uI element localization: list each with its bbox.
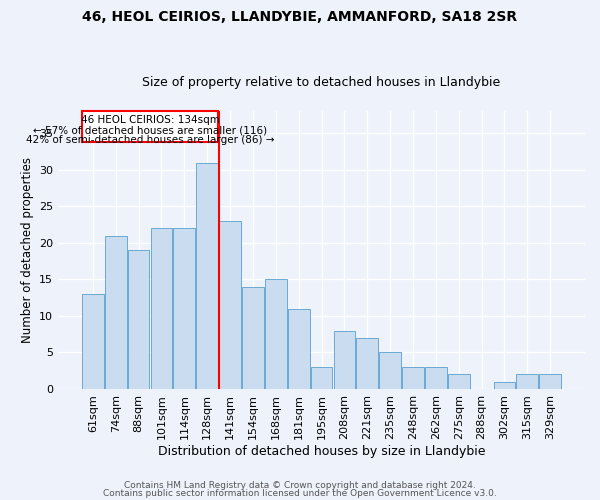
Bar	[105, 236, 127, 389]
Bar	[379, 352, 401, 389]
Y-axis label: Number of detached properties: Number of detached properties	[20, 157, 34, 343]
Text: 46 HEOL CEIRIOS: 134sqm: 46 HEOL CEIRIOS: 134sqm	[80, 115, 220, 125]
Bar	[219, 221, 241, 389]
Bar	[402, 367, 424, 389]
Bar	[539, 374, 561, 389]
Bar	[356, 338, 378, 389]
Text: Contains public sector information licensed under the Open Government Licence v3: Contains public sector information licen…	[103, 488, 497, 498]
Bar	[128, 250, 149, 389]
Bar	[425, 367, 447, 389]
Text: Contains HM Land Registry data © Crown copyright and database right 2024.: Contains HM Land Registry data © Crown c…	[124, 481, 476, 490]
Bar	[334, 330, 355, 389]
Bar	[82, 112, 218, 142]
Bar	[448, 374, 470, 389]
Bar	[151, 228, 172, 389]
Bar	[82, 294, 104, 389]
X-axis label: Distribution of detached houses by size in Llandybie: Distribution of detached houses by size …	[158, 444, 485, 458]
Bar	[494, 382, 515, 389]
Bar	[517, 374, 538, 389]
Bar	[265, 280, 287, 389]
Bar	[173, 228, 195, 389]
Text: 42% of semi-detached houses are larger (86) →: 42% of semi-detached houses are larger (…	[26, 135, 274, 145]
Text: ← 57% of detached houses are smaller (116): ← 57% of detached houses are smaller (11…	[33, 125, 267, 135]
Bar	[242, 286, 264, 389]
Bar	[311, 367, 332, 389]
Bar	[288, 308, 310, 389]
Text: 46, HEOL CEIRIOS, LLANDYBIE, AMMANFORD, SA18 2SR: 46, HEOL CEIRIOS, LLANDYBIE, AMMANFORD, …	[82, 10, 518, 24]
Bar	[196, 162, 218, 389]
Title: Size of property relative to detached houses in Llandybie: Size of property relative to detached ho…	[142, 76, 500, 90]
